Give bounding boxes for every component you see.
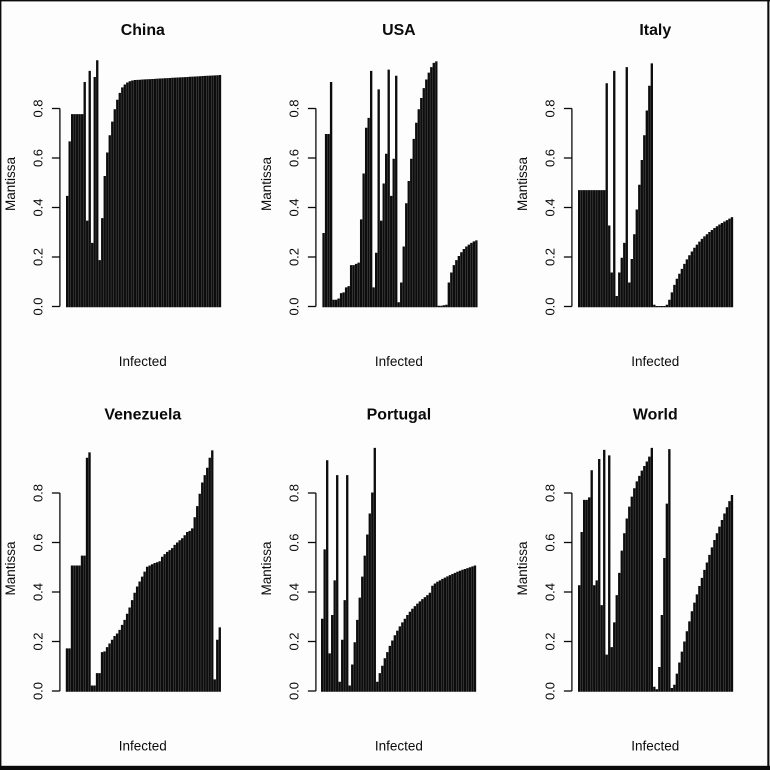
svg-text:0.4: 0.4 bbox=[30, 583, 45, 601]
svg-text:0.8: 0.8 bbox=[30, 484, 45, 502]
svg-text:0.8: 0.8 bbox=[286, 99, 301, 117]
svg-text:Italy: Italy bbox=[639, 22, 671, 39]
svg-text:0.4: 0.4 bbox=[286, 583, 301, 601]
svg-text:Infected: Infected bbox=[375, 354, 423, 369]
svg-text:USA: USA bbox=[382, 22, 416, 39]
svg-text:0.2: 0.2 bbox=[542, 632, 557, 650]
svg-text:Infected: Infected bbox=[631, 354, 679, 369]
svg-text:0.0: 0.0 bbox=[286, 297, 301, 315]
svg-text:0.2: 0.2 bbox=[542, 248, 557, 266]
svg-text:0.0: 0.0 bbox=[30, 297, 45, 315]
svg-text:0.2: 0.2 bbox=[30, 248, 45, 266]
svg-text:0.6: 0.6 bbox=[286, 533, 301, 551]
svg-text:0.8: 0.8 bbox=[286, 484, 301, 502]
svg-text:0.2: 0.2 bbox=[286, 248, 301, 266]
svg-text:Mantissa: Mantissa bbox=[259, 541, 274, 596]
svg-text:0.4: 0.4 bbox=[286, 198, 301, 216]
svg-text:Mantissa: Mantissa bbox=[515, 541, 530, 596]
svg-text:0.2: 0.2 bbox=[286, 632, 301, 650]
svg-text:World: World bbox=[633, 407, 678, 424]
svg-text:0.6: 0.6 bbox=[30, 533, 45, 551]
svg-text:0.2: 0.2 bbox=[30, 632, 45, 650]
svg-text:0.0: 0.0 bbox=[542, 682, 557, 700]
svg-text:0.0: 0.0 bbox=[542, 297, 557, 315]
svg-text:Mantissa: Mantissa bbox=[3, 157, 18, 212]
svg-text:Infected: Infected bbox=[119, 738, 167, 753]
svg-text:Mantissa: Mantissa bbox=[3, 541, 18, 596]
svg-text:0.6: 0.6 bbox=[286, 149, 301, 167]
svg-text:Portugal: Portugal bbox=[367, 407, 431, 424]
svg-text:0.4: 0.4 bbox=[542, 198, 557, 216]
svg-text:0.4: 0.4 bbox=[542, 583, 557, 601]
svg-text:0.8: 0.8 bbox=[542, 484, 557, 502]
svg-text:0.6: 0.6 bbox=[542, 149, 557, 167]
svg-text:0.8: 0.8 bbox=[30, 99, 45, 117]
svg-text:0.0: 0.0 bbox=[30, 682, 45, 700]
svg-text:China: China bbox=[121, 22, 165, 39]
svg-text:Infected: Infected bbox=[119, 354, 167, 369]
svg-text:0.4: 0.4 bbox=[30, 198, 45, 216]
svg-text:Venezuela: Venezuela bbox=[104, 407, 181, 424]
svg-text:Infected: Infected bbox=[631, 738, 679, 753]
svg-text:Mantissa: Mantissa bbox=[259, 157, 274, 212]
svg-text:0.8: 0.8 bbox=[542, 99, 557, 117]
svg-text:Infected: Infected bbox=[375, 738, 423, 753]
svg-text:0.6: 0.6 bbox=[542, 533, 557, 551]
svg-text:0.6: 0.6 bbox=[30, 149, 45, 167]
svg-text:0.0: 0.0 bbox=[286, 682, 301, 700]
svg-text:Mantissa: Mantissa bbox=[515, 157, 530, 212]
